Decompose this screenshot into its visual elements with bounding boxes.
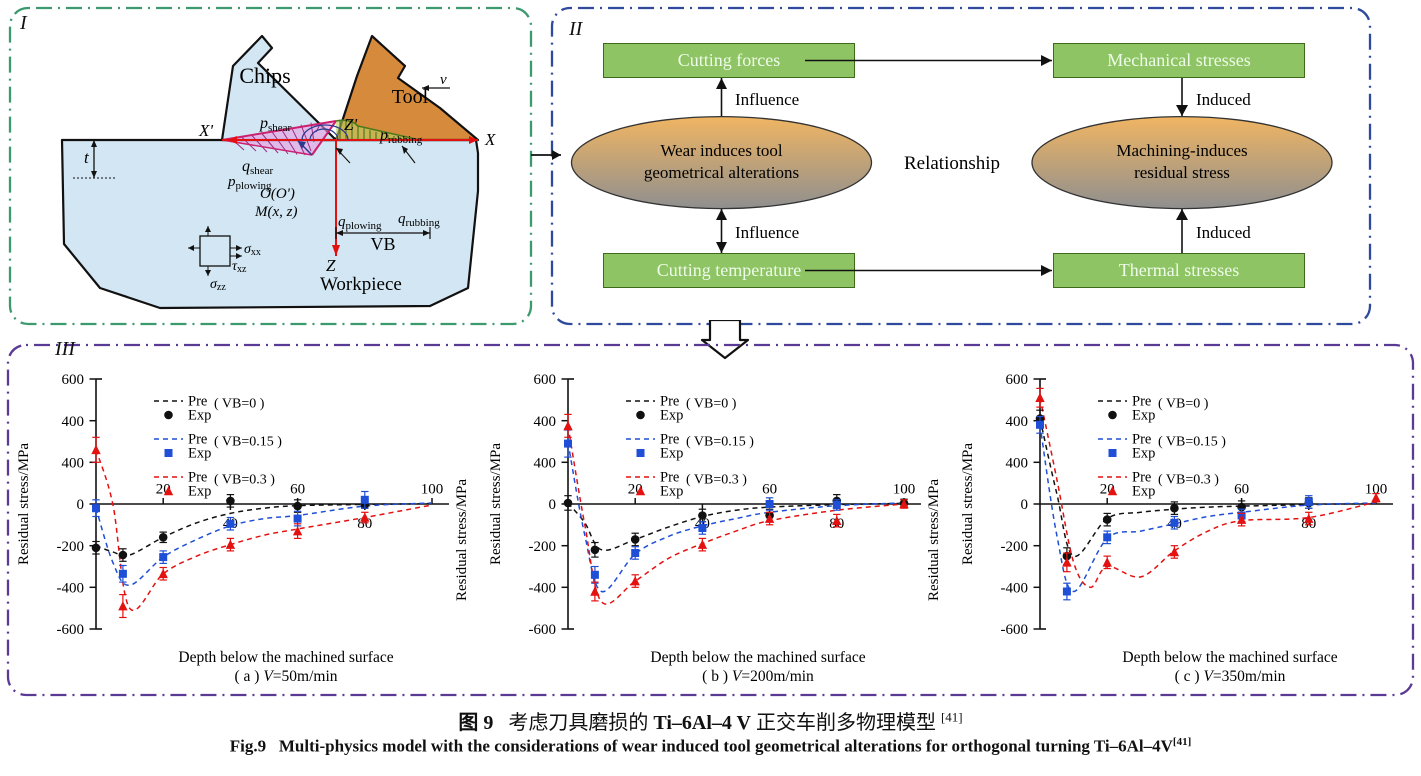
svg-text:Machining-induces: Machining-induces (1116, 141, 1247, 160)
svg-text:Residual stress/MPa: Residual stress/MPa (926, 479, 942, 601)
svg-text:60: 60 (290, 482, 305, 498)
svg-text:400: 400 (534, 414, 557, 430)
svg-text:60: 60 (762, 482, 777, 498)
svg-text:( VB=0 ): ( VB=0 ) (1158, 397, 1209, 412)
svg-text:O(O'): O(O') (260, 186, 295, 202)
svg-text:-600: -600 (1001, 622, 1029, 638)
svg-text:v: v (440, 72, 447, 88)
svg-text:( VB=0 ): ( VB=0 ) (214, 397, 265, 412)
svg-text:-400: -400 (57, 581, 85, 597)
svg-text:( VB=0.15 ): ( VB=0.15 ) (686, 435, 754, 450)
svg-text:Wear induces tool: Wear induces tool (660, 141, 783, 160)
svg-text:( VB=0.15 ): ( VB=0.15 ) (1158, 435, 1226, 450)
svg-text:Induced: Induced (1196, 223, 1251, 242)
svg-text:-200: -200 (529, 539, 557, 555)
svg-text:( VB=0.3 ): ( VB=0.3 ) (686, 473, 747, 488)
svg-text:400: 400 (1006, 456, 1029, 472)
svg-text:( VB=0.3 ): ( VB=0.3 ) (214, 473, 275, 488)
svg-text:Exp: Exp (188, 484, 211, 500)
svg-text:Exp: Exp (1132, 446, 1155, 462)
svg-text:Z: Z (326, 256, 336, 275)
svg-text:60: 60 (1234, 482, 1249, 498)
svg-text:Chips: Chips (239, 63, 290, 88)
svg-text:Residual stress/MPa: Residual stress/MPa (16, 443, 32, 565)
svg-text:-600: -600 (529, 622, 557, 638)
svg-text:Workpiece: Workpiece (320, 274, 402, 295)
svg-text:-400: -400 (1001, 581, 1029, 597)
svg-text:400: 400 (62, 456, 85, 472)
svg-text:Tool: Tool (392, 86, 429, 108)
svg-text:400: 400 (1006, 414, 1029, 430)
svg-text:-600: -600 (57, 622, 85, 638)
svg-text:residual stress: residual stress (1134, 163, 1230, 182)
svg-text:Influence: Influence (735, 90, 799, 109)
svg-text:Exp: Exp (1132, 484, 1155, 500)
svg-text:( c ) V=350m/min: ( c ) V=350m/min (1175, 668, 1286, 685)
svg-text:600: 600 (62, 372, 85, 388)
svg-text:Induced: Induced (1196, 90, 1251, 109)
svg-text:Exp: Exp (188, 408, 211, 424)
svg-text:Relationship: Relationship (904, 153, 1000, 174)
svg-text:M(x, z): M(x, z) (254, 204, 297, 220)
svg-text:0: 0 (549, 497, 557, 513)
svg-text:600: 600 (1006, 372, 1029, 388)
svg-text:-200: -200 (1001, 539, 1029, 555)
svg-text:( b ) V=200m/min: ( b ) V=200m/min (702, 668, 814, 685)
svg-text:Influence: Influence (735, 223, 799, 242)
svg-text:0: 0 (1021, 497, 1029, 513)
svg-text:Exp: Exp (188, 446, 211, 462)
svg-text:Depth below the machined surfa: Depth below the machined surface (1122, 649, 1337, 666)
svg-text:Residual stress/MPa: Residual stress/MPa (454, 479, 470, 601)
svg-text:( VB=0.15 ): ( VB=0.15 ) (214, 435, 282, 450)
svg-text:Exp: Exp (660, 446, 683, 462)
svg-text:100: 100 (421, 482, 444, 498)
svg-text:400: 400 (62, 414, 85, 430)
svg-text:geometrical alterations: geometrical alterations (644, 163, 799, 182)
svg-text:400: 400 (534, 456, 557, 472)
svg-text:Exp: Exp (1132, 408, 1155, 424)
svg-text:Depth below the machined surfa: Depth below the machined surface (178, 649, 393, 666)
svg-text:( VB=0 ): ( VB=0 ) (686, 397, 737, 412)
svg-text:( a ) V=50m/min: ( a ) V=50m/min (234, 668, 337, 685)
svg-text:Depth below the machined surfa: Depth below the machined surface (650, 649, 865, 666)
svg-text:Z': Z' (344, 115, 357, 134)
svg-text:( VB=0.3 ): ( VB=0.3 ) (1158, 473, 1219, 488)
svg-text:Residual stress/MPa: Residual stress/MPa (488, 443, 504, 565)
svg-text:Exp: Exp (660, 408, 683, 424)
svg-text:Exp: Exp (660, 484, 683, 500)
svg-text:X': X' (198, 121, 213, 140)
svg-text:Residual stress/MPa: Residual stress/MPa (960, 443, 976, 565)
svg-text:100: 100 (893, 482, 916, 498)
svg-text:VB: VB (370, 234, 395, 254)
svg-text:X: X (484, 130, 496, 149)
svg-text:-400: -400 (529, 581, 557, 597)
svg-text:-200: -200 (57, 539, 85, 555)
svg-text:0: 0 (77, 497, 85, 513)
svg-text:600: 600 (534, 372, 557, 388)
